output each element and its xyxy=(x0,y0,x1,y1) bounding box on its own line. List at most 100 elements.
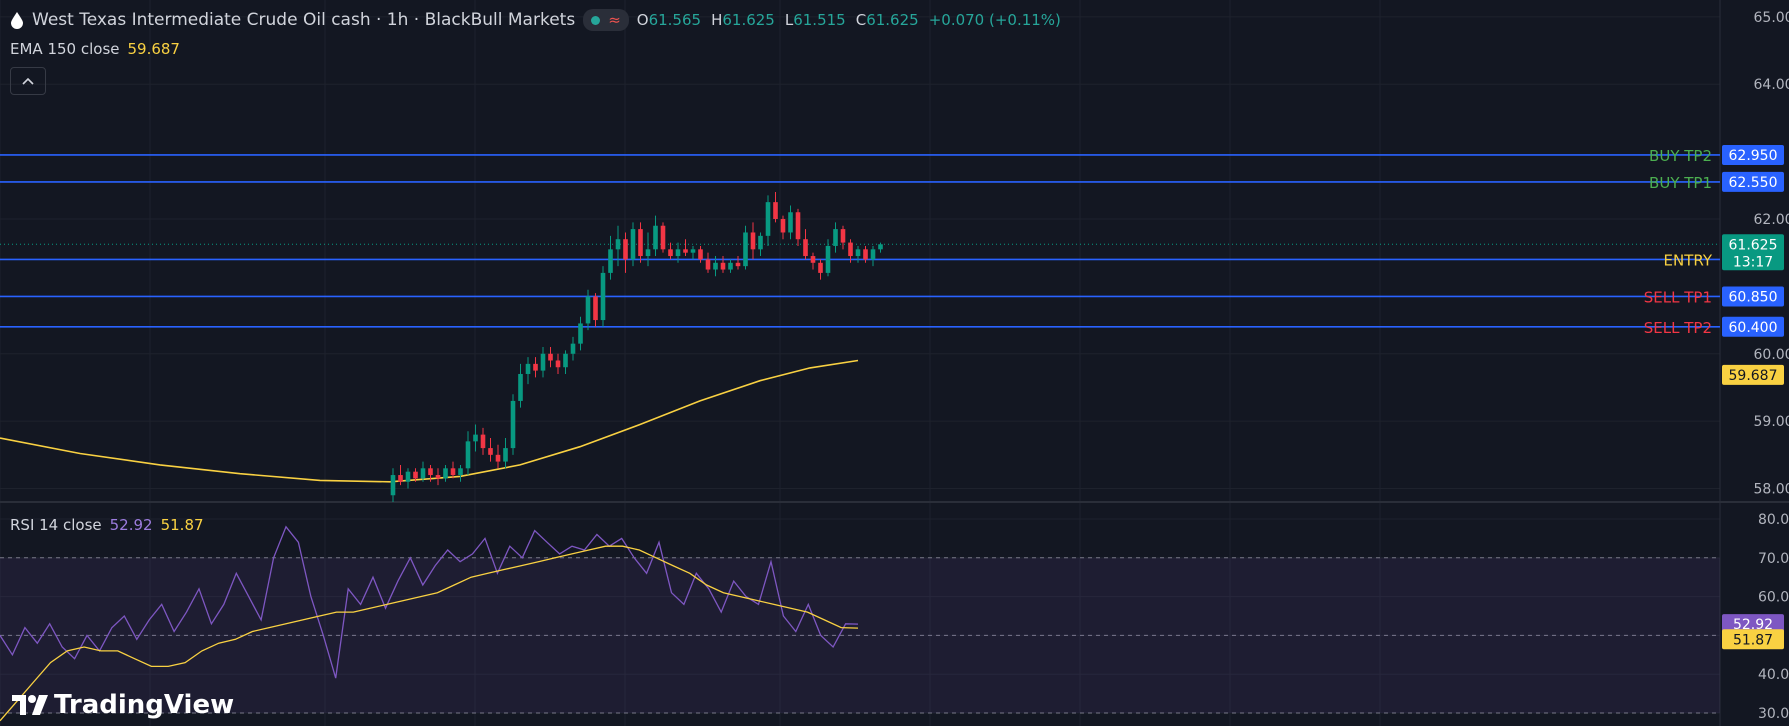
ema-line xyxy=(0,359,859,483)
rsi-ma-line xyxy=(0,545,859,722)
candle xyxy=(398,475,403,482)
symbol-title[interactable]: West Texas Intermediate Crude Oil cash ·… xyxy=(32,10,576,30)
level-price-tag-text: 60.400 xyxy=(1729,320,1778,336)
rsi-value-tag-text: 51.87 xyxy=(1733,632,1773,648)
candle xyxy=(555,360,561,368)
candle xyxy=(750,232,756,250)
rsi-axis-label: 70.00 xyxy=(1758,551,1789,567)
price-axis-label: 64.000 xyxy=(1754,77,1789,93)
candle xyxy=(660,225,666,250)
candle xyxy=(413,471,418,479)
candle xyxy=(510,400,516,449)
market-status-pill[interactable]: ≈ xyxy=(583,9,629,31)
level-label: BUY TP1 xyxy=(1649,174,1712,192)
candle xyxy=(698,249,703,260)
change-value: +0.070 (+0.11%) xyxy=(928,11,1061,29)
candle xyxy=(645,249,651,257)
candle xyxy=(428,468,433,476)
level-price-tag-text: 62.950 xyxy=(1729,148,1778,164)
high-value: 61.625 xyxy=(722,11,775,29)
rsi-value-tag xyxy=(1722,614,1784,635)
price-axis-label: 65.000 xyxy=(1754,10,1789,26)
candle xyxy=(638,229,643,257)
candle xyxy=(788,212,793,233)
candle xyxy=(833,229,838,246)
candle xyxy=(443,468,448,479)
candle xyxy=(713,262,718,270)
candle xyxy=(810,256,816,263)
candle xyxy=(878,244,883,250)
ohlc-values: O61.565 H61.625 L61.515 C61.625 +0.070 (… xyxy=(636,11,1061,29)
low-value: 61.515 xyxy=(793,11,846,29)
price-axis-label: 62.000 xyxy=(1754,212,1789,228)
candle xyxy=(720,262,726,270)
ema-legend-label: EMA 150 close xyxy=(10,40,120,58)
candle xyxy=(405,471,411,482)
rsi-axis-label: 80.00 xyxy=(1758,512,1789,528)
level-price-tag xyxy=(1722,316,1784,337)
candle xyxy=(653,225,658,250)
ema-price-tag xyxy=(1722,364,1784,385)
candle xyxy=(503,448,508,462)
candle xyxy=(480,434,486,449)
candle xyxy=(690,249,696,253)
candle xyxy=(533,363,538,371)
last-price-tag-text: 61.625 xyxy=(1729,237,1778,253)
candle xyxy=(488,448,493,455)
candle xyxy=(803,239,808,257)
level-price-tag-text: 60.850 xyxy=(1729,289,1778,305)
candle xyxy=(825,245,831,273)
candle xyxy=(818,262,823,273)
tradingview-logo[interactable]: TradingView xyxy=(12,690,234,720)
rsi-ma-legend-value: 51.87 xyxy=(160,516,204,534)
tradingview-logo-icon xyxy=(12,695,48,715)
candle xyxy=(840,229,846,243)
level-price-tag xyxy=(1722,171,1784,192)
level-price-tag-text: 62.550 xyxy=(1729,175,1778,191)
candle xyxy=(608,249,613,273)
rsi-band-background xyxy=(0,557,1720,713)
rsi-line xyxy=(0,525,859,679)
candle xyxy=(705,259,711,270)
candle xyxy=(593,296,598,321)
rsi-legend-value: 52.92 xyxy=(109,516,153,534)
collapse-legend-button[interactable] xyxy=(10,67,46,95)
data-feed-icon: ≈ xyxy=(608,11,621,29)
candle xyxy=(450,468,456,476)
candle xyxy=(855,249,861,257)
candle xyxy=(518,373,523,401)
price-axis-label: 60.000 xyxy=(1754,347,1789,363)
candle xyxy=(795,212,801,240)
candle xyxy=(473,434,478,442)
chart-header: West Texas Intermediate Crude Oil cash ·… xyxy=(10,9,1061,31)
candle xyxy=(600,272,606,321)
rsi-legend-label: RSI 14 close xyxy=(10,516,102,534)
market-open-dot-icon xyxy=(591,15,601,25)
candle xyxy=(780,218,786,233)
candle xyxy=(773,202,778,219)
rsi-axis-label: 30.00 xyxy=(1758,706,1789,722)
candle xyxy=(390,475,396,496)
price-axis-label: 59.000 xyxy=(1754,414,1789,430)
last-price-tag xyxy=(1722,234,1784,271)
candle xyxy=(758,235,763,250)
candle xyxy=(615,239,621,250)
candle xyxy=(548,353,553,361)
rsi-legend[interactable]: RSI 14 close 52.92 51.87 xyxy=(10,516,204,534)
level-label: SELL TP2 xyxy=(1644,319,1712,337)
candle xyxy=(435,475,441,479)
tradingview-logo-text: TradingView xyxy=(54,690,235,720)
candle xyxy=(458,468,463,476)
ema-legend[interactable]: EMA 150 close 59.687 xyxy=(10,40,180,58)
candle xyxy=(563,353,568,368)
candle xyxy=(728,262,733,270)
candle xyxy=(765,202,771,236)
level-label: SELL TP1 xyxy=(1644,288,1712,306)
candle xyxy=(675,249,681,257)
candle xyxy=(743,232,748,267)
candle xyxy=(578,323,583,344)
level-label: BUY TP2 xyxy=(1649,147,1712,165)
chevron-up-icon xyxy=(22,77,34,85)
candle xyxy=(623,239,628,260)
